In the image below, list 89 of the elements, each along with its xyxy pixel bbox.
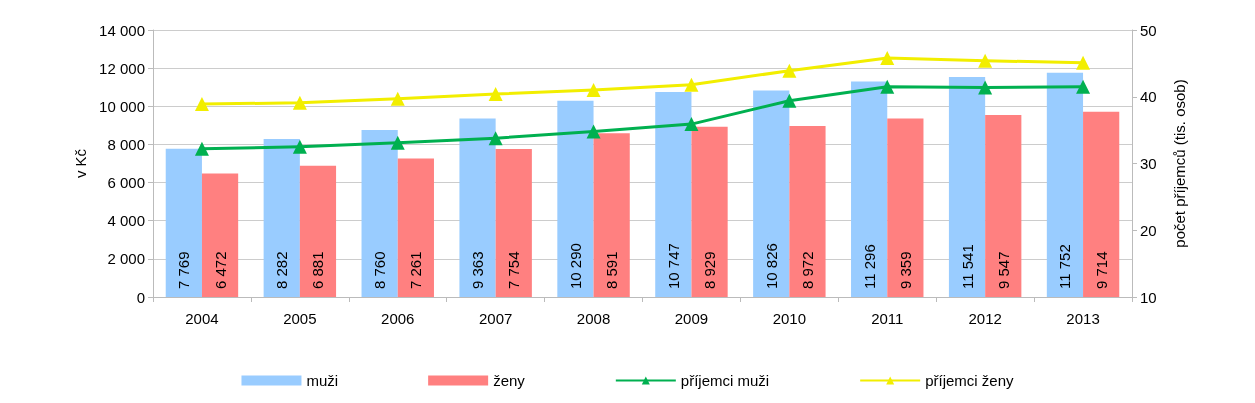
data-label: 8 591	[603, 251, 621, 289]
bar	[495, 149, 532, 297]
point	[488, 87, 503, 102]
legend-label: příjemci muži	[680, 372, 770, 389]
bar	[887, 118, 924, 297]
legend-label: ženy	[493, 372, 526, 389]
bar	[851, 81, 888, 297]
x-tick-label: 2013	[1066, 310, 1100, 327]
data-label: 10 290	[566, 243, 584, 289]
data-label: 8 972	[798, 251, 816, 289]
data-label: 11 296	[860, 244, 878, 289]
data-label: 10 747	[664, 243, 682, 289]
y-tick-label: 4 000	[107, 212, 145, 230]
data-label: 10 826	[762, 243, 780, 289]
bar	[593, 133, 630, 297]
y2-tick-label: 10	[1140, 288, 1157, 306]
bar	[691, 126, 728, 297]
legend-label: příjemci ženy	[925, 372, 1015, 389]
data-label: 11 541	[958, 244, 976, 289]
point	[194, 141, 209, 156]
point	[292, 95, 307, 110]
bar	[948, 76, 986, 297]
point	[194, 97, 209, 112]
y-tick-label: 2 000	[107, 250, 145, 268]
bar	[1046, 72, 1084, 297]
bar	[361, 129, 398, 297]
point	[978, 53, 993, 68]
point	[292, 139, 307, 154]
y-tick-label: 6 000	[107, 174, 145, 192]
x-tick-label: 2006	[381, 310, 415, 327]
point	[880, 51, 895, 66]
bar	[985, 114, 1022, 297]
data-label: 8 929	[701, 251, 719, 289]
x-tick-label: 2007	[478, 310, 513, 327]
y-axis-title: v Kč	[72, 148, 89, 179]
bar	[459, 118, 496, 297]
bar	[263, 139, 300, 297]
point	[782, 93, 797, 108]
bar	[655, 92, 692, 297]
point	[684, 77, 699, 92]
x-tick-label: 2004	[185, 310, 219, 327]
data-label: 7 754	[505, 251, 523, 289]
point	[978, 80, 993, 95]
data-label: 9 714	[1092, 251, 1110, 289]
point	[880, 79, 895, 94]
bar	[789, 125, 826, 297]
legend-label: muži	[306, 372, 339, 389]
data-label: 9 363	[469, 251, 487, 289]
data-label: 6 472	[211, 251, 229, 289]
bar	[201, 173, 239, 297]
point	[1076, 55, 1091, 70]
x-tick-label: 2012	[968, 310, 1002, 327]
point	[390, 91, 405, 106]
y-tick-label: 14 000	[99, 21, 145, 39]
bar	[299, 165, 337, 297]
point	[488, 131, 503, 146]
bar	[753, 90, 790, 297]
point	[782, 63, 797, 78]
bar	[1083, 111, 1120, 297]
data-label: 8 760	[371, 251, 389, 289]
y-tick-label: 10 000	[99, 97, 145, 115]
data-label: 11 752	[1056, 244, 1074, 289]
x-tick-label: 2009	[674, 310, 709, 327]
y2-tick-label: 50	[1140, 21, 1157, 39]
data-label: 6 881	[309, 251, 327, 289]
data-label: 9 547	[994, 251, 1012, 289]
y-tick-label: 8 000	[107, 135, 145, 153]
y2-tick-label: 20	[1140, 221, 1157, 239]
point	[1076, 79, 1091, 94]
point	[586, 83, 601, 98]
data-label: 7 261	[407, 251, 425, 289]
y2-tick-label: 40	[1140, 88, 1157, 106]
point	[586, 124, 601, 139]
x-tick-label: 2011	[871, 310, 904, 327]
point	[684, 117, 699, 132]
bar	[557, 100, 594, 297]
y2-tick-label: 30	[1140, 155, 1157, 172]
data-label: 9 359	[896, 251, 914, 289]
y2-axis-title: počet příjemců (tis. osob)	[1171, 79, 1188, 248]
data-label: 7 769	[175, 251, 193, 289]
bar	[165, 148, 202, 297]
x-tick-label: 2010	[772, 310, 807, 327]
x-tick-label: 2008	[576, 310, 611, 327]
bar	[397, 158, 434, 297]
data-label: 8 282	[273, 251, 291, 289]
y-tick-label: 12 000	[99, 59, 145, 77]
x-tick-label: 2005	[283, 310, 317, 327]
point	[390, 135, 405, 150]
y-tick-label: 0	[136, 288, 145, 306]
